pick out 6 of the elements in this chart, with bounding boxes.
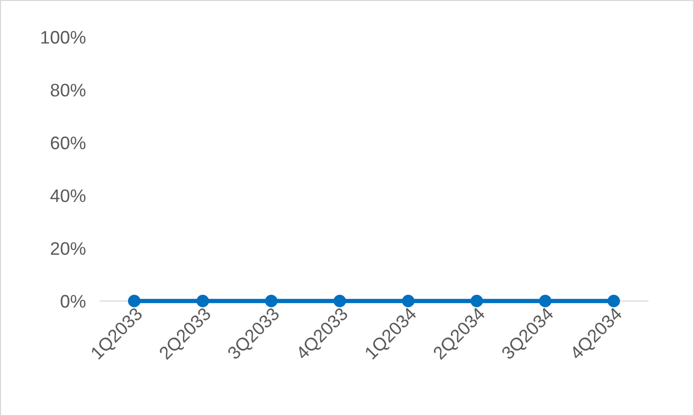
y-tick-label: 80%	[50, 84, 86, 97]
y-tick-label: 0%	[60, 294, 86, 308]
y-tick-label: 100%	[41, 30, 86, 44]
y-tick-label: 20%	[50, 242, 86, 255]
y-tick-label: 40%	[50, 189, 86, 202]
y-tick-label: 60%	[50, 136, 86, 150]
